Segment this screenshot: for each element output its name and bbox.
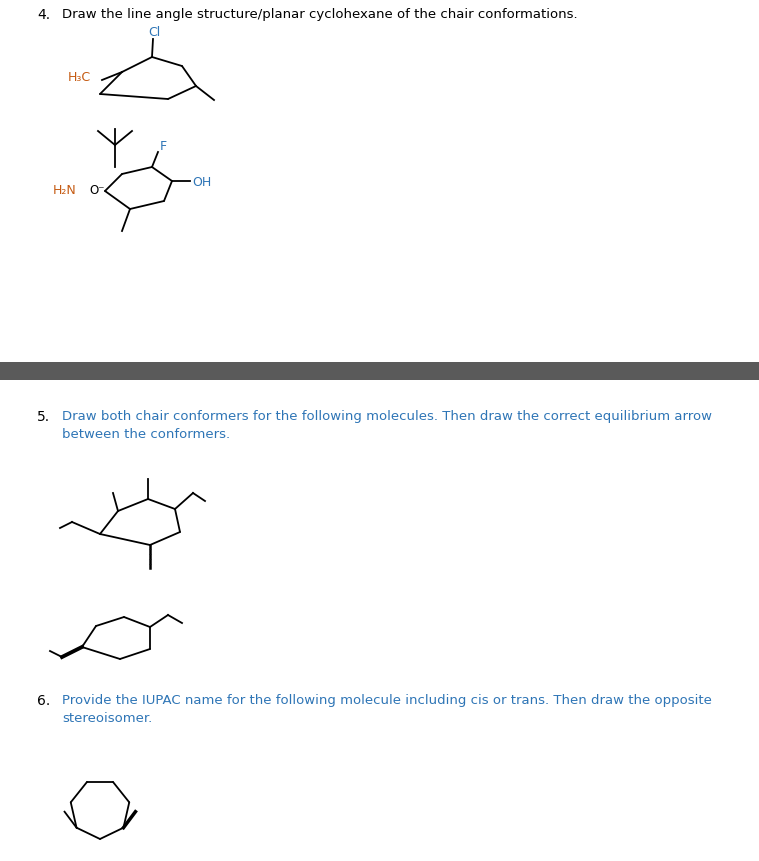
Text: H₃C: H₃C xyxy=(68,71,91,84)
Text: Draw both chair conformers for the following molecules. Then draw the correct eq: Draw both chair conformers for the follo… xyxy=(62,410,712,423)
Text: 4.: 4. xyxy=(37,8,50,22)
Text: OH: OH xyxy=(192,176,211,189)
Text: 6.: 6. xyxy=(37,693,50,707)
Text: O⁻: O⁻ xyxy=(89,184,105,197)
Text: 5.: 5. xyxy=(37,410,50,424)
Text: Cl: Cl xyxy=(148,26,160,39)
Bar xyxy=(0,362,759,381)
Text: between the conformers.: between the conformers. xyxy=(62,428,230,441)
Text: F: F xyxy=(160,139,167,152)
Text: stereoisomer.: stereoisomer. xyxy=(62,711,153,724)
Text: Provide the IUPAC name for the following molecule including cis or trans. Then d: Provide the IUPAC name for the following… xyxy=(62,693,712,706)
Text: Draw the line angle structure/planar cyclohexane of the chair conformations.: Draw the line angle structure/planar cyc… xyxy=(62,8,578,21)
Text: H₂N: H₂N xyxy=(53,184,77,197)
